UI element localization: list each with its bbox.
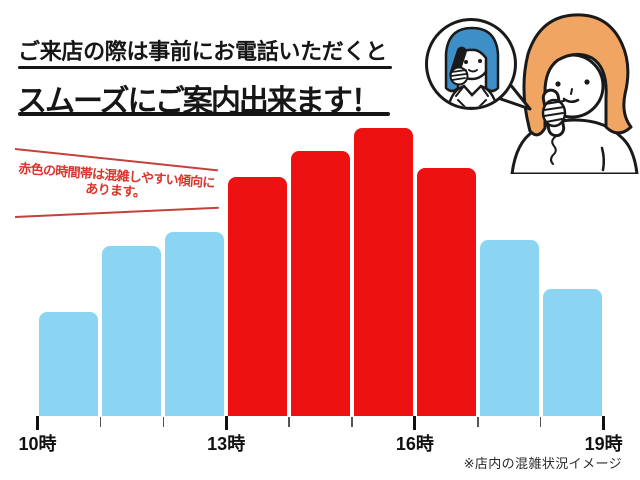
x-axis-major-tick xyxy=(602,416,606,430)
customer-smile xyxy=(562,97,580,103)
staff-eye-left xyxy=(464,60,468,64)
bar-18-19時 xyxy=(542,289,602,416)
bar-12-13時 xyxy=(165,232,225,416)
header-underline-2 xyxy=(18,112,390,116)
x-axis-major-tick xyxy=(224,416,228,430)
customer-figure xyxy=(510,13,639,174)
x-axis-label: 13時 xyxy=(207,434,246,454)
footnote: ※店内の混雑状況イメージ xyxy=(463,456,622,471)
bar-15-16時 xyxy=(353,128,413,416)
staff-eye-right xyxy=(478,59,482,63)
x-axis-label: 19時 xyxy=(584,434,623,454)
customer-fingers xyxy=(543,100,565,123)
x-axis-minor-tick xyxy=(477,417,479,427)
customer-body xyxy=(510,118,639,174)
x-axis-minor-tick xyxy=(539,417,542,427)
bar-11-12時 xyxy=(102,246,162,416)
x-axis-major-tick xyxy=(35,416,40,430)
bar-14-15時 xyxy=(290,151,350,416)
x-axis-minor-tick xyxy=(288,417,290,427)
bar-10-11時 xyxy=(39,312,99,416)
x-axis-minor-tick xyxy=(351,417,353,427)
customer-hair xyxy=(522,13,633,137)
bar-16-17時 xyxy=(416,168,476,416)
x-axis-label: 16時 xyxy=(395,434,434,454)
customer-nose xyxy=(570,88,573,95)
staff-figure xyxy=(444,26,500,107)
header-underline-1 xyxy=(18,66,392,69)
staff-smile xyxy=(468,69,478,73)
x-axis-minor-tick xyxy=(99,417,102,427)
staff-fingers xyxy=(450,69,467,81)
x-axis-label: 10時 xyxy=(18,434,57,454)
x-axis-major-tick xyxy=(413,416,417,430)
customer-eye-left xyxy=(555,81,561,87)
customer-arm-line xyxy=(600,146,606,172)
bar-17-18時 xyxy=(479,240,539,416)
bar-13-14時 xyxy=(228,177,287,416)
staff-collar-lines xyxy=(455,85,489,107)
speech-bubble xyxy=(425,18,532,111)
phone-call-illustration xyxy=(425,13,639,174)
x-axis-minor-tick xyxy=(162,417,165,427)
phone-cord-icon xyxy=(550,136,557,165)
header-line1: ご来店の際は事前にお電話いただくと xyxy=(18,39,387,64)
customer-eye-right xyxy=(584,79,590,85)
